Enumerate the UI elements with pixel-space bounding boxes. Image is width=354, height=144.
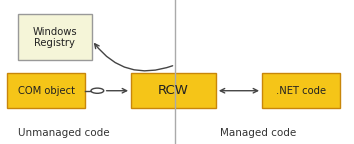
Text: RCW: RCW [158,84,189,97]
FancyBboxPatch shape [18,14,92,60]
Text: COM object: COM object [17,86,75,96]
FancyBboxPatch shape [262,73,340,108]
FancyBboxPatch shape [131,73,216,108]
Text: Managed code: Managed code [220,128,297,138]
FancyBboxPatch shape [7,73,85,108]
Text: Unmanaged code: Unmanaged code [18,128,109,138]
Circle shape [91,88,104,93]
Text: .NET code: .NET code [276,86,326,96]
Text: Windows
Registry: Windows Registry [33,27,77,48]
